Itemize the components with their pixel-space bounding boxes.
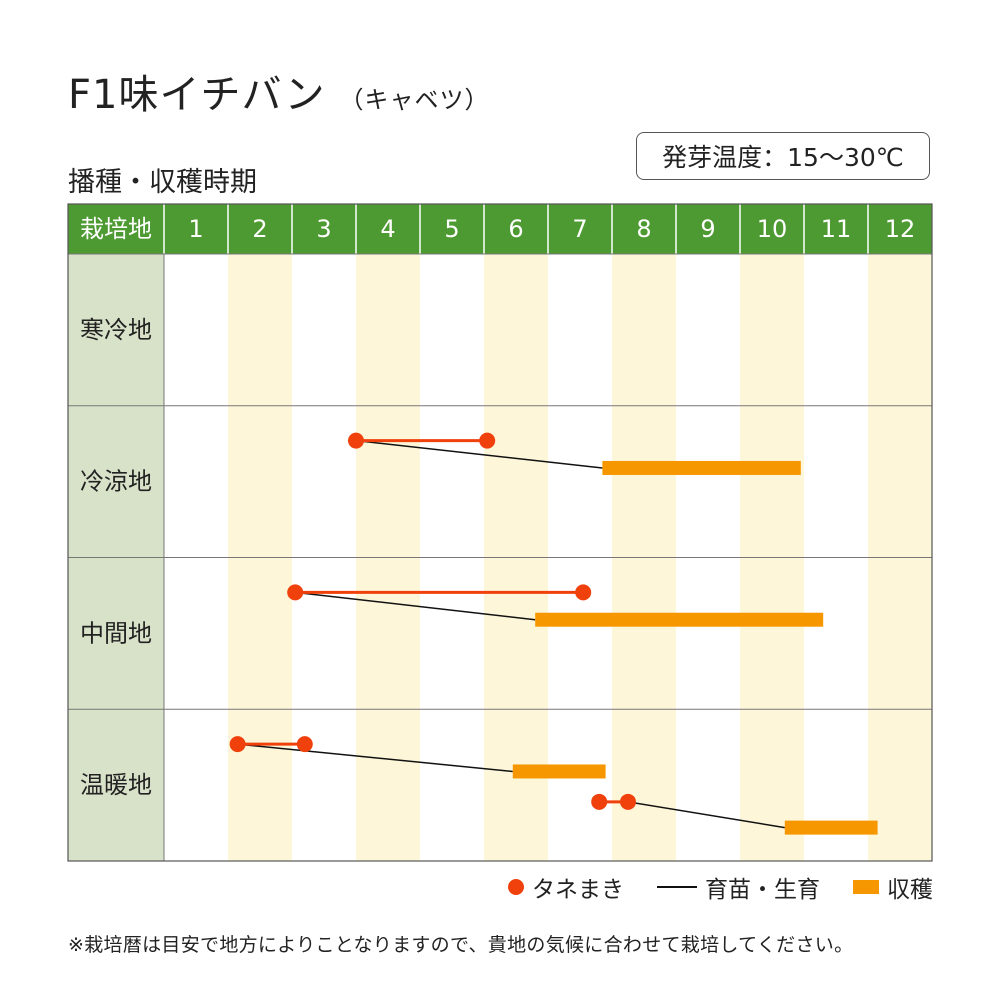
month-label-10: 10	[757, 215, 788, 243]
harvest-bar	[602, 460, 801, 475]
chart-border	[67, 203, 933, 862]
legend-harvest-label: 収穫	[887, 877, 933, 903]
month-label-12: 12	[885, 215, 916, 243]
sowing-end-dot	[296, 736, 313, 753]
legend-sowing-label: タネまき	[532, 877, 624, 903]
growing-line-icon	[657, 886, 697, 888]
chart-subtitle: 播種・収穫時期	[68, 167, 257, 198]
footnote: ※栽培暦は目安で地方によりことなりますので、貴地の気候に合わせて栽培してください…	[68, 934, 854, 956]
month-label-7: 7	[572, 215, 587, 243]
sowing-dot-icon	[508, 879, 524, 895]
growing-line	[627, 801, 785, 829]
month-label-4: 4	[380, 215, 395, 243]
harvest-bar	[535, 612, 824, 627]
month-label-11: 11	[821, 215, 852, 243]
sowing-start-dot	[229, 736, 246, 753]
germination-temperature-badge: 発芽温度：15〜30℃	[636, 132, 930, 180]
month-label-6: 6	[508, 215, 523, 243]
growing-line	[295, 591, 536, 621]
legend-growing-label: 育苗・生育	[705, 877, 820, 903]
product-name: F1味イチバン	[68, 72, 326, 118]
sowing-start-dot	[348, 432, 364, 449]
sowing-start-dot	[591, 793, 608, 810]
product-category: （キャベツ）	[339, 86, 490, 114]
sowing-start-dot	[287, 584, 304, 601]
legend: タネまき 育苗・生育 収穫	[508, 870, 933, 904]
header-corner-label: 栽培地	[80, 215, 152, 243]
month-label-1: 1	[188, 215, 203, 243]
month-label-2: 2	[252, 215, 267, 243]
growing-line	[237, 743, 513, 773]
legend-growing: 育苗・生育	[657, 870, 820, 904]
legend-harvest: 収穫	[853, 870, 933, 904]
month-label-3: 3	[316, 215, 331, 243]
region-label: 中間地	[80, 619, 152, 647]
region-label: 寒冷地	[80, 316, 152, 344]
harvest-bar	[512, 764, 606, 779]
sowing-end-dot	[479, 432, 496, 449]
page-title: F1味イチバン （キャベツ）	[68, 62, 489, 120]
month-label-5: 5	[444, 215, 459, 243]
harvest-bar-icon	[853, 880, 879, 894]
growing-line	[355, 439, 603, 469]
month-label-8: 8	[636, 215, 651, 243]
region-label: 温暖地	[80, 771, 152, 799]
region-label: 冷涼地	[80, 468, 152, 496]
header-row	[68, 204, 932, 254]
sowing-end-dot	[575, 584, 592, 601]
harvest-bar	[784, 820, 878, 835]
legend-sowing: タネまき	[508, 870, 624, 904]
month-label-9: 9	[700, 215, 715, 243]
sowing-end-dot	[620, 793, 636, 810]
